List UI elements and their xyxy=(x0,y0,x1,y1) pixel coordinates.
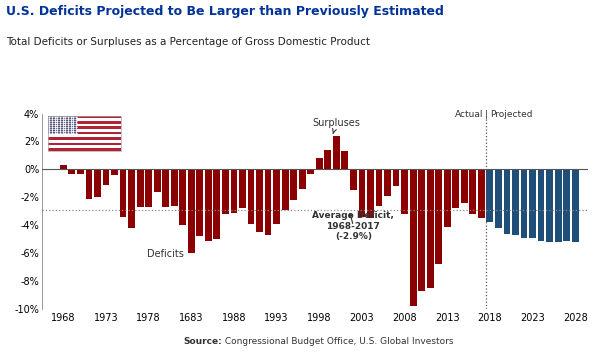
Text: Total Deficits or Surpluses as a Percentage of Gross Domestic Product: Total Deficits or Surpluses as a Percent… xyxy=(6,37,370,47)
Bar xyxy=(367,169,374,218)
Bar xyxy=(435,169,442,264)
Bar xyxy=(469,169,476,214)
Bar xyxy=(325,150,331,169)
Bar xyxy=(410,169,416,306)
Bar xyxy=(555,169,562,242)
Bar xyxy=(48,116,121,118)
Bar xyxy=(48,135,121,137)
Bar xyxy=(48,116,77,135)
Bar xyxy=(563,169,570,241)
Bar xyxy=(529,169,536,238)
Bar xyxy=(48,145,121,148)
Text: Projected: Projected xyxy=(490,110,532,119)
Bar xyxy=(521,169,527,238)
Bar xyxy=(48,116,121,151)
Bar xyxy=(333,136,340,169)
Bar xyxy=(538,169,544,241)
Bar xyxy=(452,169,459,208)
Bar xyxy=(68,169,75,174)
Bar xyxy=(48,132,121,135)
Bar xyxy=(205,169,212,241)
Bar xyxy=(273,169,280,224)
Bar xyxy=(307,169,314,174)
Bar xyxy=(359,169,365,217)
Bar xyxy=(179,169,186,225)
Bar xyxy=(48,137,121,140)
Bar xyxy=(418,169,425,291)
Bar xyxy=(239,169,246,208)
Bar xyxy=(137,169,143,207)
Bar xyxy=(376,169,382,206)
Bar xyxy=(162,169,169,207)
Text: Surpluses: Surpluses xyxy=(313,118,360,133)
Bar xyxy=(196,169,203,236)
Bar xyxy=(282,169,289,210)
Bar xyxy=(256,169,263,232)
Bar xyxy=(230,169,238,213)
Bar xyxy=(461,169,468,203)
Bar xyxy=(495,169,502,228)
Bar xyxy=(128,169,135,228)
Bar xyxy=(478,169,485,218)
Bar xyxy=(350,169,357,190)
Text: U.S. Deficits Projected to Be Larger than Previously Estimated: U.S. Deficits Projected to Be Larger tha… xyxy=(6,5,444,18)
Bar xyxy=(265,169,271,235)
Bar xyxy=(145,169,152,207)
Bar xyxy=(384,169,391,196)
Bar xyxy=(401,169,408,214)
Text: Congressional Budget Office, U.S. Global Investors: Congressional Budget Office, U.S. Global… xyxy=(222,337,454,346)
Bar xyxy=(86,169,92,199)
Bar xyxy=(214,169,220,239)
Bar xyxy=(427,169,434,288)
Bar xyxy=(48,118,121,121)
Bar xyxy=(48,129,121,132)
Bar xyxy=(48,121,121,124)
Bar xyxy=(48,124,121,126)
Bar xyxy=(48,140,121,142)
Bar xyxy=(48,142,121,145)
Bar xyxy=(103,169,109,185)
Text: Average Deficit,
1968-2017
(-2.9%): Average Deficit, 1968-2017 (-2.9%) xyxy=(313,211,394,241)
Bar xyxy=(119,169,127,217)
Text: Source:: Source: xyxy=(183,337,222,346)
Bar xyxy=(248,169,254,224)
Bar xyxy=(290,169,297,200)
Bar xyxy=(111,169,118,175)
Bar xyxy=(60,165,67,169)
Bar xyxy=(222,169,229,214)
Bar xyxy=(392,169,400,186)
Bar xyxy=(341,151,348,169)
Bar xyxy=(512,169,519,235)
Bar xyxy=(77,169,84,174)
Bar xyxy=(299,169,305,189)
Bar xyxy=(572,169,578,242)
Bar xyxy=(188,169,195,253)
Text: Deficits: Deficits xyxy=(147,249,184,259)
Bar xyxy=(154,169,161,192)
Bar xyxy=(171,169,178,206)
Bar xyxy=(48,126,121,129)
Text: |: | xyxy=(485,110,488,119)
Bar xyxy=(546,169,553,242)
Bar xyxy=(503,169,511,234)
Bar xyxy=(94,169,101,197)
Bar xyxy=(316,158,323,169)
Bar xyxy=(487,169,493,222)
Bar xyxy=(48,148,121,151)
Text: Actual: Actual xyxy=(455,110,483,119)
Bar xyxy=(444,169,451,226)
